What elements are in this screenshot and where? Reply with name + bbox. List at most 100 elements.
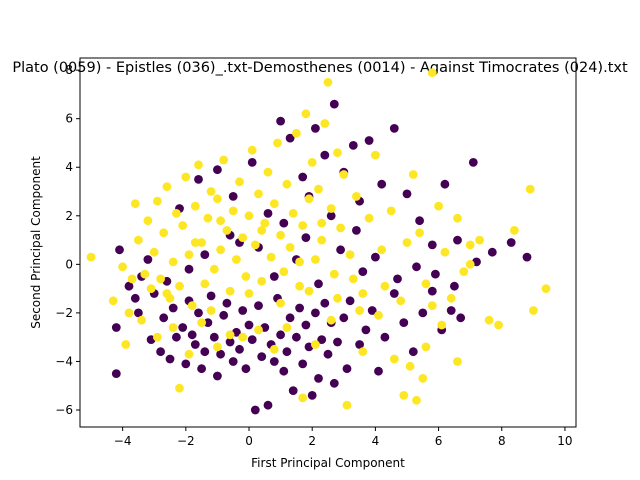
scatter-point xyxy=(307,158,317,167)
scatter-point xyxy=(374,366,383,376)
scatter-point xyxy=(292,332,301,342)
x-axis: −4 −2 0 2 4 6 8 10 xyxy=(114,427,573,448)
scatter-point xyxy=(153,196,162,206)
scatter-point xyxy=(181,172,191,182)
scatter-point xyxy=(187,301,197,310)
scatter-point xyxy=(320,150,330,160)
scatter-point xyxy=(269,357,279,366)
scatter-point xyxy=(336,223,345,233)
scatter-point xyxy=(115,245,124,255)
scatter-point xyxy=(326,315,336,325)
scatter-point xyxy=(298,393,308,403)
scatter-point xyxy=(348,141,358,150)
scatter-point xyxy=(213,194,222,204)
scatter-point xyxy=(282,347,292,357)
y-tick-label: 2 xyxy=(65,209,73,223)
scatter-point xyxy=(216,216,226,226)
scatter-point xyxy=(320,119,330,128)
scatter-point xyxy=(301,109,311,119)
scatter-point xyxy=(399,318,409,327)
scatter-point xyxy=(86,252,96,262)
scatter-point xyxy=(494,320,503,330)
scatter-point xyxy=(247,158,257,167)
scatter-point xyxy=(273,138,282,148)
scatter-point xyxy=(228,357,238,366)
scatter-point xyxy=(386,206,396,216)
scatter-point xyxy=(434,201,443,211)
scatter-point xyxy=(206,306,216,315)
scatter-point xyxy=(399,391,409,400)
scatter-point xyxy=(187,330,197,340)
scatter-point xyxy=(165,354,175,364)
scatter-point xyxy=(320,298,330,308)
scatter-point xyxy=(418,308,428,318)
scatter-point xyxy=(168,303,178,313)
scatter-point xyxy=(168,257,178,267)
scatter-point xyxy=(257,226,267,235)
scatter-point xyxy=(257,352,267,361)
scatter-point xyxy=(247,335,257,344)
scatter-point xyxy=(421,342,431,352)
scatter-point xyxy=(134,308,143,318)
scatter-point xyxy=(184,264,194,274)
scatter-point xyxy=(364,213,374,223)
scatter-point xyxy=(326,211,336,221)
scatter-point xyxy=(541,284,551,293)
scatter-point xyxy=(184,250,194,259)
scatter-point xyxy=(203,318,213,327)
scatter-point xyxy=(184,349,194,359)
scatter-point xyxy=(200,347,210,357)
scatter-point xyxy=(263,209,273,218)
scatter-point xyxy=(329,269,339,279)
scatter-point xyxy=(380,332,390,342)
scatter-point xyxy=(244,289,254,298)
scatter-point xyxy=(124,281,134,291)
scatter-point xyxy=(190,201,200,211)
scatter-point xyxy=(402,238,412,247)
scatter-point xyxy=(238,233,248,243)
scatter-point xyxy=(285,133,295,143)
scatter-point xyxy=(301,320,311,330)
scatter-point xyxy=(326,204,336,213)
scatter-point xyxy=(235,344,244,354)
x-axis-label: First Principal Component xyxy=(251,456,405,470)
scatter-point xyxy=(522,252,532,262)
scatter-point xyxy=(203,213,213,223)
scatter-point xyxy=(172,209,181,218)
scatter-point xyxy=(380,281,390,291)
scatter-point xyxy=(339,170,349,179)
scatter-point xyxy=(295,303,304,313)
scatter-point xyxy=(323,349,333,359)
scatter-point xyxy=(487,247,497,257)
scatter-point xyxy=(263,400,273,410)
scatter-point xyxy=(304,286,314,296)
scatter-point xyxy=(241,272,251,281)
x-tick-label: 2 xyxy=(308,434,316,448)
scatter-point xyxy=(389,123,399,133)
scatter-point xyxy=(342,400,352,410)
scatter-point xyxy=(285,243,295,252)
scatter-point xyxy=(418,374,428,383)
scatter-point xyxy=(408,347,418,357)
scatter-point xyxy=(298,359,308,369)
scatter-point xyxy=(130,199,140,209)
plot-area-frame xyxy=(79,57,577,428)
scatter-point xyxy=(130,293,140,303)
scatter-point xyxy=(168,323,178,332)
scatter-point xyxy=(465,240,475,250)
scatter-point xyxy=(219,155,229,165)
scatter-point xyxy=(317,218,327,228)
scatter-point xyxy=(484,315,494,325)
scatter-point xyxy=(285,313,295,323)
scatter-point xyxy=(209,332,219,342)
scatter-point xyxy=(143,216,153,226)
scatter-point xyxy=(197,364,207,374)
y-axis-label: Second Principal Component xyxy=(29,156,43,329)
scatter-point xyxy=(250,405,260,415)
scatter-point xyxy=(225,337,235,347)
scatter-point xyxy=(181,359,191,369)
scatter-point xyxy=(389,289,399,298)
scatter-point xyxy=(355,306,364,315)
scatter-point xyxy=(348,274,358,284)
scatter-point xyxy=(304,194,314,204)
